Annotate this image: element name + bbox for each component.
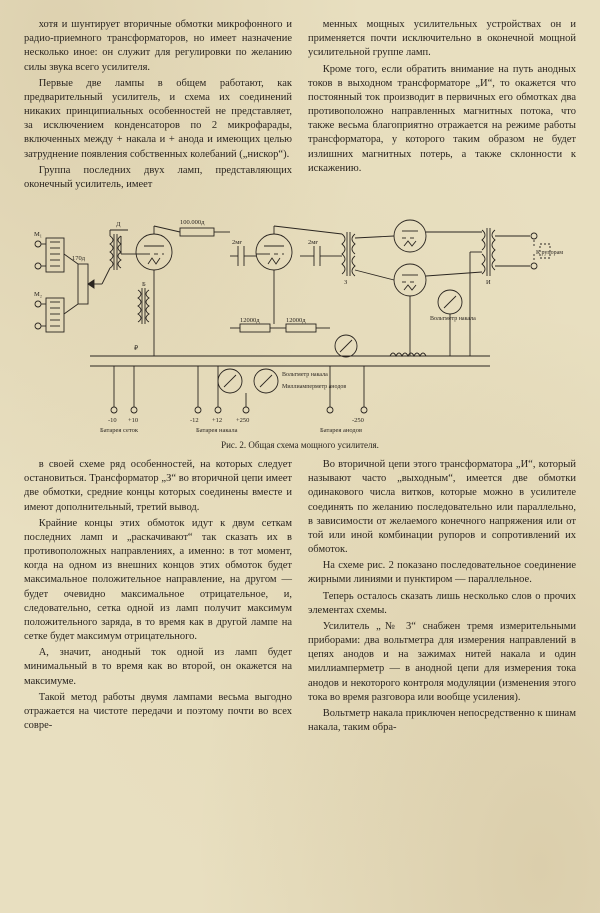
label-volt-nakal-side: Вольтметр накала [430, 316, 476, 322]
paragraph: Группа последних двух ламп, представляющ… [24, 164, 292, 192]
label-p10: +10 [128, 417, 138, 424]
paragraph: Такой метод работы двумя лампами весьма … [24, 691, 292, 734]
paragraph: Во вторичной цепи этого трансформатора „… [308, 458, 576, 557]
top-right-column: менных мощных усилительных устройствах о… [308, 18, 576, 194]
paragraph: Усилитель „№ 3“ снабжен тремя измеритель… [308, 620, 576, 705]
label-tr-i: И [486, 279, 491, 286]
label-2mf-2: 2мғ [308, 239, 318, 246]
label-2mf-1: 2мғ [232, 239, 242, 246]
paragraph: Теперь осталось сказать лишь несколько с… [308, 590, 576, 618]
label-p12: +12 [212, 417, 222, 424]
paragraph: Кроме того, если обратить внимание на пу… [308, 63, 576, 176]
top-columns: хотя и шунтирует вторичные обмотки микро… [24, 18, 576, 194]
paragraph: Первые две лампы в общем работают, как п… [24, 77, 292, 162]
label-bat1: Батарея сеток [100, 427, 139, 434]
paragraph: Вольтметр накала приключен непосредствен… [308, 707, 576, 735]
label-miliamp: Миллиамперметр анодов [282, 384, 346, 390]
label-170d: 170д [72, 255, 86, 262]
page: хотя и шунтирует вторичные обмотки микро… [0, 0, 600, 913]
label-p: ₽ [134, 344, 139, 352]
label-tr-b: Б [142, 281, 146, 288]
label-m10: -10 [108, 417, 117, 424]
label-m1: М₁ [34, 231, 42, 238]
label-bat3: Батарея анодов [320, 427, 362, 434]
label-12k1: 12000д [240, 317, 260, 324]
bottom-columns: в своей схеме ряд особенностей, на котор… [24, 458, 576, 737]
label-volt-nakal: Вольтметр накала [282, 372, 328, 378]
paragraph: в своей схеме ряд особенностей, на котор… [24, 458, 292, 515]
label-tr-z: З [344, 279, 347, 286]
schematic-figure: М₁ М₂ 170д Д Б 100.000д 2мғ 2мғ З И 1200… [24, 206, 576, 450]
label-p250: +250 [236, 417, 249, 424]
figure-caption: Рис. 2. Общая схема мощного усилителя. [24, 440, 576, 450]
label-m12: -12 [190, 417, 199, 424]
bottom-left-column: в своей схеме ряд особенностей, на котор… [24, 458, 292, 737]
label-m250: -250 [352, 417, 364, 424]
paragraph: На схеме рис. 2 показано последовательно… [308, 559, 576, 587]
paragraph: А, значит, анодный ток одной из ламп буд… [24, 646, 292, 689]
paragraph: менных мощных усилительных устройствах о… [308, 18, 576, 61]
label-100k: 100.000д [180, 219, 205, 226]
top-left-column: хотя и шунтирует вторичные обмотки микро… [24, 18, 292, 194]
paragraph: Крайние концы этих обмоток идут к двум с… [24, 517, 292, 645]
bottom-right-column: Во вторичной цепи этого трансформатора „… [308, 458, 576, 737]
label-tr-a: Д [116, 221, 121, 228]
schematic-svg: М₁ М₂ 170д Д Б 100.000д 2мғ 2мғ З И 1200… [30, 206, 570, 436]
label-m2: М₂ [34, 291, 42, 298]
label-12k2: 12000д [286, 317, 306, 324]
paragraph: хотя и шунтирует вторичные обмотки микро… [24, 18, 292, 75]
label-bat2: Батарея накала [196, 427, 238, 434]
label-rupor: К рупорам [536, 250, 563, 256]
